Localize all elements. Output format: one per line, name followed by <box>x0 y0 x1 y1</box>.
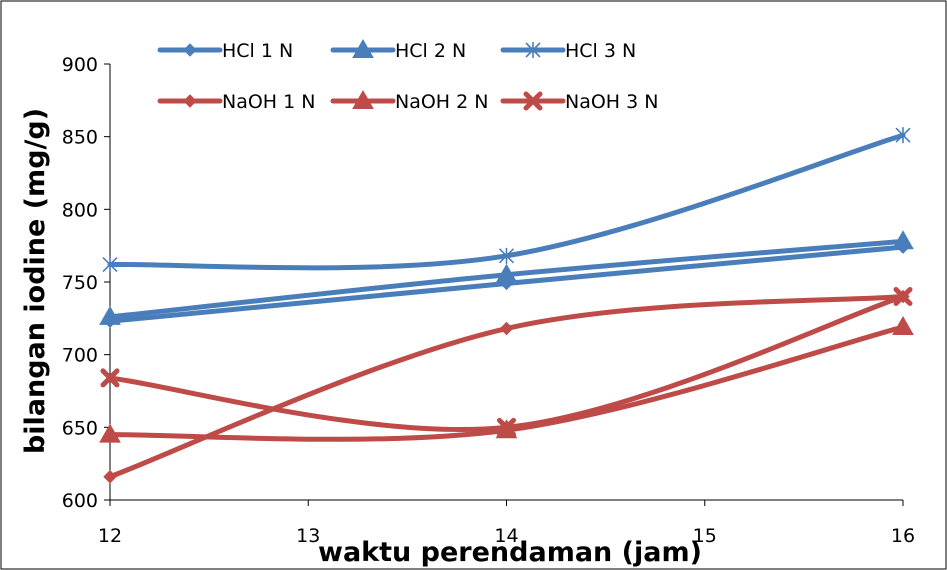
legend-label: HCl 2 N <box>395 40 466 62</box>
data-point <box>99 305 121 325</box>
data-point <box>102 256 118 273</box>
legend-label: NaOH 2 N <box>395 91 488 113</box>
data-point <box>892 230 914 250</box>
data-point <box>497 417 516 437</box>
x-tick-label: 13 <box>296 525 320 547</box>
data-point <box>498 247 515 264</box>
y-axis-title: bilangan iodine (mg/g) <box>20 108 51 454</box>
data-point <box>499 321 514 336</box>
legend-marker <box>525 42 541 58</box>
x-tick-label: 12 <box>98 525 122 547</box>
y-tick-label: 700 <box>62 345 98 367</box>
data-point <box>893 287 913 307</box>
legend-marker <box>523 91 543 111</box>
legend: HCl 1 N HCl 2 N HCl 3 N NaOH 1 N NaOH 2 N NaO… <box>157 38 658 113</box>
data-point <box>103 470 117 484</box>
y-tick-label: 650 <box>62 417 98 439</box>
legend-marker <box>183 43 197 57</box>
legend-label: HCl 1 N <box>222 40 293 62</box>
x-tick-label: 14 <box>494 525 518 547</box>
legend-label: HCl 3 N <box>565 40 636 62</box>
legend-label: NaOH 1 N <box>222 91 315 113</box>
data-point <box>99 423 121 443</box>
x-axis-title: waktu perendaman (jam) <box>318 537 702 568</box>
data-point <box>892 316 914 336</box>
y-tick-label: 900 <box>62 54 98 76</box>
x-tick-label: 16 <box>891 525 915 547</box>
y-tick-label: 850 <box>62 127 98 149</box>
y-tick-label: 750 <box>62 272 98 294</box>
legend-marker <box>183 94 197 108</box>
y-tick-label: 800 <box>62 199 98 221</box>
plot-area <box>99 127 914 484</box>
legend-label: NaOH 3 N <box>565 91 658 113</box>
x-tick-label: 15 <box>693 525 717 547</box>
data-point <box>895 127 911 144</box>
data-point <box>495 263 518 283</box>
data-point <box>100 368 120 388</box>
legend-marker <box>352 38 374 58</box>
legend-marker <box>352 89 374 109</box>
y-tick-label: 600 <box>62 490 98 512</box>
